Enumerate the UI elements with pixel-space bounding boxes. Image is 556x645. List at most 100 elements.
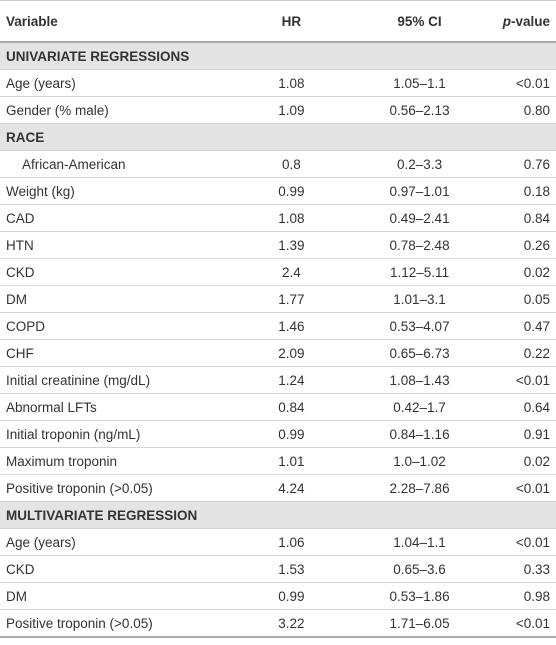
value-cell: 0.22 (496, 339, 556, 367)
value-cell: 2.28–7.86 (342, 474, 497, 502)
value-cell: 1.08 (240, 204, 343, 232)
value-cell: 1.71–6.05 (342, 609, 497, 638)
header-cell: Variable (0, 0, 241, 43)
value-cell: <0.01 (496, 366, 556, 394)
data-row: Initial creatinine (mg/dL) 1.24 1.08–1.43 <… (0, 366, 556, 394)
value-cell: 0.99 (240, 582, 343, 610)
data-row: CKD 1.53 0.65–3.6 0.33 (0, 555, 556, 583)
value-cell: 0.26 (496, 231, 556, 259)
data-row: Weight (kg) 0.99 0.97–1.01 0.18 (0, 177, 556, 205)
variable-cell: Initial creatinine (mg/dL) (0, 366, 241, 394)
value-cell: 0.99 (240, 420, 343, 448)
value-cell: 0.47 (496, 312, 556, 340)
value-cell: 0.42–1.7 (342, 393, 497, 421)
value-cell: 1.09 (240, 96, 343, 124)
value-cell: 0.78–2.48 (342, 231, 497, 259)
variable-cell: COPD (0, 312, 241, 340)
data-row: Age (years) 1.06 1.04–1.1 <0.01 (0, 528, 556, 556)
data-row: CKD 2.4 1.12–5.11 0.02 (0, 258, 556, 286)
data-row: HTN 1.39 0.78–2.48 0.26 (0, 231, 556, 259)
value-cell: 1.12–5.11 (342, 258, 497, 286)
value-cell: 0.65–6.73 (342, 339, 497, 367)
value-cell: 1.53 (240, 555, 343, 583)
data-row: Positive troponin (>0.05) 4.24 2.28–7.86 <0… (0, 474, 556, 502)
value-cell: 1.04–1.1 (342, 528, 497, 556)
value-cell: 0.65–3.6 (342, 555, 497, 583)
section-label: MULTIVARIATE REGRESSION (0, 501, 556, 529)
data-row: CHF 2.09 0.65–6.73 0.22 (0, 339, 556, 367)
header-cell: p-value (496, 0, 556, 43)
data-row: CAD 1.08 0.49–2.41 0.84 (0, 204, 556, 232)
data-row: Gender (% male) 1.09 0.56–2.13 0.80 (0, 96, 556, 124)
variable-cell: CKD (0, 258, 241, 286)
variable-cell: CKD (0, 555, 241, 583)
variable-cell: CAD (0, 204, 241, 232)
value-cell: 1.01 (240, 447, 343, 475)
value-cell: 0.49–2.41 (342, 204, 497, 232)
value-cell: 0.84 (496, 204, 556, 232)
value-cell: 1.06 (240, 528, 343, 556)
value-cell: 0.33 (496, 555, 556, 583)
section-row: RACE (0, 123, 556, 151)
value-cell: 0.05 (496, 285, 556, 313)
value-cell: 1.08–1.43 (342, 366, 497, 394)
value-cell: 0.76 (496, 150, 556, 178)
value-cell: 4.24 (240, 474, 343, 502)
variable-cell: DM (0, 285, 241, 313)
variable-cell: Initial troponin (ng/mL) (0, 420, 241, 448)
variable-cell: Age (years) (0, 69, 241, 97)
variable-cell: African-American (0, 150, 241, 178)
value-cell: 1.01–3.1 (342, 285, 497, 313)
table-body: UNIVARIATE REGRESSIONS Age (years) 1.08 1.0… (0, 42, 556, 638)
value-cell: 0.8 (240, 150, 343, 178)
value-cell: 0.84 (240, 393, 343, 421)
value-cell: 0.53–1.86 (342, 582, 497, 610)
value-cell: 1.77 (240, 285, 343, 313)
value-cell: 3.22 (240, 609, 343, 638)
section-label: RACE (0, 123, 556, 151)
value-cell: 0.97–1.01 (342, 177, 497, 205)
variable-cell: DM (0, 582, 241, 610)
value-cell: <0.01 (496, 474, 556, 502)
value-cell: 0.56–2.13 (342, 96, 497, 124)
value-cell: 2.09 (240, 339, 343, 367)
data-row: DM 1.77 1.01–3.1 0.05 (0, 285, 556, 313)
variable-cell: Positive troponin (>0.05) (0, 474, 241, 502)
data-row: Maximum troponin 1.01 1.0–1.02 0.02 (0, 447, 556, 475)
variable-cell: Age (years) (0, 528, 241, 556)
value-cell: 0.80 (496, 96, 556, 124)
table-header: Variable HR 95% CI p-value (0, 0, 556, 43)
variable-cell: Gender (% male) (0, 96, 241, 124)
data-row: Initial troponin (ng/mL) 0.99 0.84–1.16 0.9… (0, 420, 556, 448)
variable-cell: CHF (0, 339, 241, 367)
header-cell: HR (240, 0, 343, 43)
value-cell: 1.24 (240, 366, 343, 394)
data-row: African-American 0.8 0.2–3.3 0.76 (0, 150, 556, 178)
value-cell: 0.2–3.3 (342, 150, 497, 178)
value-cell: 0.98 (496, 582, 556, 610)
value-cell: 0.02 (496, 447, 556, 475)
value-cell: 0.91 (496, 420, 556, 448)
variable-cell: Weight (kg) (0, 177, 241, 205)
variable-cell: Abnormal LFTs (0, 393, 241, 421)
value-cell: 1.46 (240, 312, 343, 340)
data-row: Positive troponin (>0.05) 3.22 1.71–6.05 <0… (0, 609, 556, 638)
variable-cell: HTN (0, 231, 241, 259)
value-cell: 0.99 (240, 177, 343, 205)
value-cell: <0.01 (496, 609, 556, 638)
variable-cell: Positive troponin (>0.05) (0, 609, 241, 638)
value-cell: 0.53–4.07 (342, 312, 497, 340)
value-cell: 0.64 (496, 393, 556, 421)
value-cell: 0.84–1.16 (342, 420, 497, 448)
value-cell: 1.39 (240, 231, 343, 259)
value-cell: 1.08 (240, 69, 343, 97)
value-cell: 2.4 (240, 258, 343, 286)
value-cell: 1.05–1.1 (342, 69, 497, 97)
variable-cell: Maximum troponin (0, 447, 241, 475)
section-row: UNIVARIATE REGRESSIONS (0, 42, 556, 70)
header-cell: 95% CI (342, 0, 497, 43)
value-cell: <0.01 (496, 69, 556, 97)
data-row: COPD 1.46 0.53–4.07 0.47 (0, 312, 556, 340)
